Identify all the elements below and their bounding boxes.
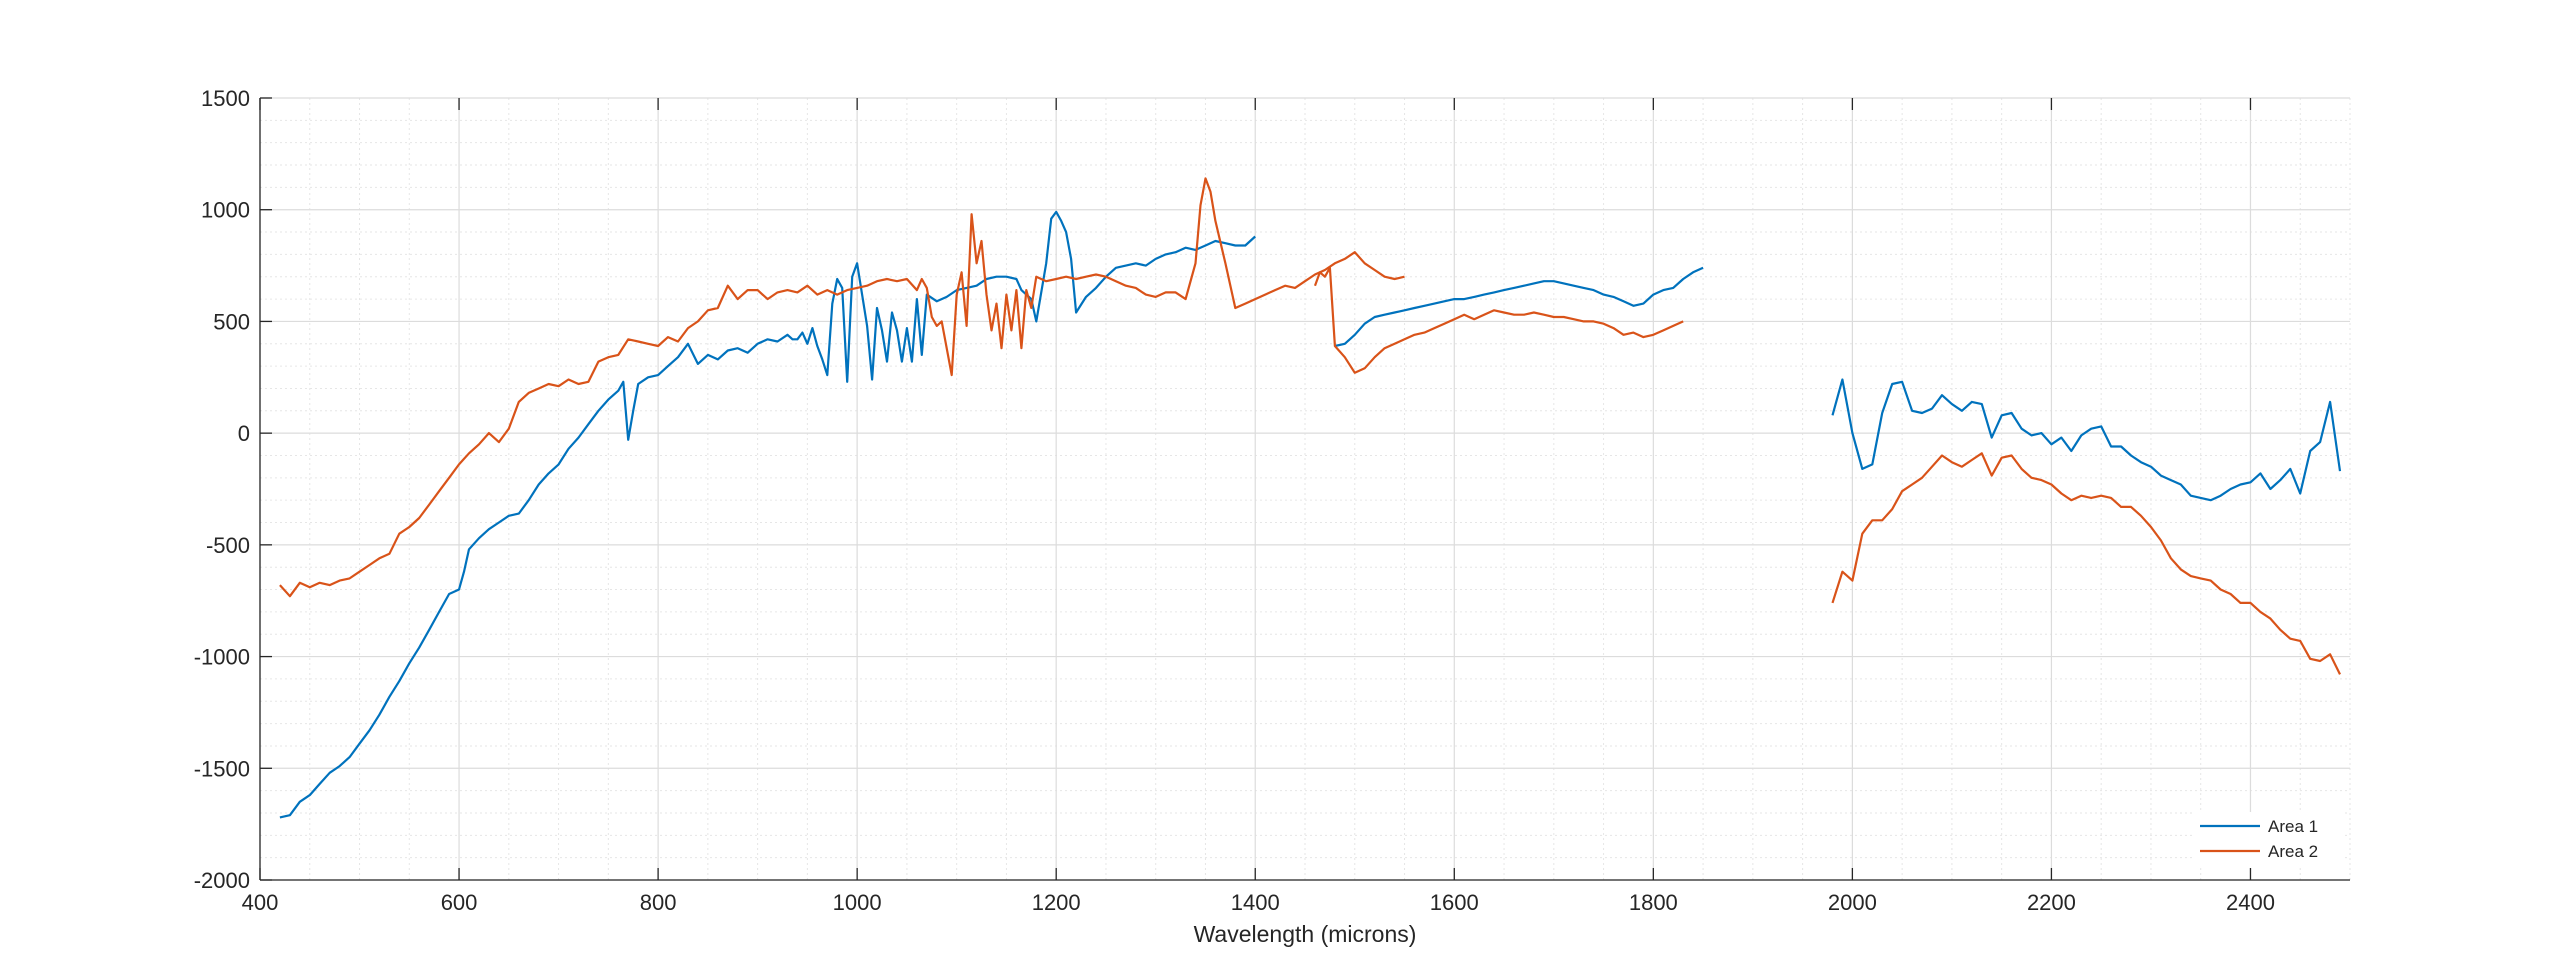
y-tick-label: -1500	[194, 756, 250, 781]
legend-box	[2192, 812, 2342, 868]
x-tick-label: 1200	[1032, 890, 1081, 915]
series-area-2	[279, 177, 2341, 675]
y-tick-label: -1000	[194, 645, 250, 670]
series-line-area-2	[279, 177, 1405, 598]
y-tick-label: -2000	[194, 868, 250, 893]
x-tick-label: 1400	[1231, 890, 1280, 915]
legend-label-area-1: Area 1	[2268, 817, 2318, 836]
y-tick-label: 1000	[201, 198, 250, 223]
x-axis-label: Wavelength (microns)	[1194, 921, 1417, 947]
x-tick-label: 400	[242, 890, 279, 915]
legend: Area 1 Area 2	[2192, 812, 2342, 868]
x-tick-label: 600	[441, 890, 478, 915]
series-line-area-1	[1334, 266, 1704, 348]
series-line-area-2	[1313, 266, 1684, 374]
x-tick-label: 800	[640, 890, 677, 915]
series-layer	[279, 177, 2342, 819]
minor-grid	[260, 98, 2351, 880]
x-tick-label: 2200	[2027, 890, 2076, 915]
x-tick-label: 2000	[1828, 890, 1877, 915]
y-tick-label: 500	[213, 309, 250, 334]
x-tick-label: 1600	[1430, 890, 1479, 915]
tick-labels: 400 600 800 1000 1200 1400 1600 1800 2000 2200 240…	[194, 86, 2275, 915]
x-tick-label: 1000	[833, 890, 882, 915]
y-tick-label: 1500	[201, 86, 250, 111]
legend-label-area-2: Area 2	[2268, 842, 2318, 861]
series-area-1	[279, 210, 2342, 819]
x-tick-label: 1800	[1629, 890, 1678, 915]
series-line-area-2	[1831, 452, 2341, 675]
y-tick-label: -500	[206, 533, 250, 558]
series-line-area-1	[279, 210, 1256, 819]
axes	[259, 97, 2350, 881]
x-tick-label: 2400	[2226, 890, 2275, 915]
series-line-area-1	[1831, 378, 2342, 502]
y-tick-label: 0	[238, 421, 250, 446]
